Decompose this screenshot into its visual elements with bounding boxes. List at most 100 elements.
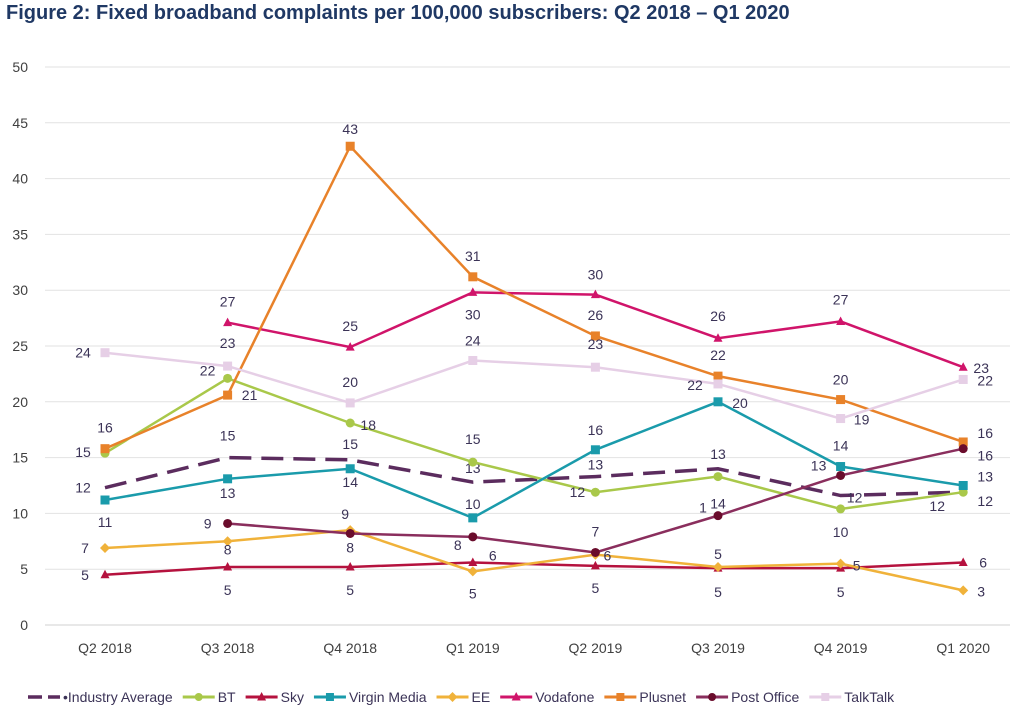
data-point: [836, 462, 846, 472]
data-point: [713, 379, 723, 389]
data-label: 12: [929, 498, 945, 514]
data-label: 1: [699, 500, 707, 516]
data-point: [468, 532, 478, 542]
legend-item: Vodafone: [500, 689, 595, 705]
data-point: [468, 287, 478, 296]
series-sky: 55 565 5 56: [81, 548, 987, 601]
data-point: [223, 317, 233, 327]
legend-label: Sky: [281, 689, 304, 705]
data-label: 8: [454, 537, 462, 553]
series-line: [104, 528, 964, 592]
data-label: 24: [465, 333, 481, 349]
legend-item: EE: [436, 689, 491, 705]
data-label: 20: [732, 395, 748, 411]
data-label: 13: [220, 485, 236, 501]
data-point: [468, 272, 478, 282]
legend-marker: [821, 693, 830, 701]
data-point: [468, 356, 478, 366]
y-tick-label: 35: [12, 226, 28, 242]
data-point: [100, 569, 110, 579]
data-label: 27: [833, 291, 849, 307]
data-point: [590, 331, 600, 341]
y-tick-label: 45: [12, 115, 28, 131]
data-label: 14: [710, 496, 726, 512]
data-label: 6: [604, 548, 612, 564]
legend: •Industry Average BT Sky Virgin Media EE Voda…: [28, 689, 895, 705]
data-point: [713, 472, 723, 482]
data-point: [223, 390, 233, 400]
legend-marker: [511, 692, 521, 701]
data-label: 16: [977, 448, 993, 464]
data-point: [223, 361, 233, 371]
legend-marker: [194, 693, 203, 701]
y-tick-label: 15: [12, 450, 28, 466]
series-line: [104, 376, 964, 511]
data-label: 8: [346, 539, 354, 555]
data-label: 23: [588, 336, 604, 352]
chart-title: Figure 2: Fixed broadband complaints per…: [6, 2, 790, 24]
data-label: 16: [97, 420, 113, 436]
data-point: [468, 513, 478, 523]
data-label: 5: [853, 558, 861, 574]
y-tick-label: 25: [12, 338, 28, 354]
data-point: [713, 511, 723, 521]
data-label: 12: [977, 493, 993, 509]
data-point: [467, 566, 478, 577]
data-label: 13: [811, 457, 827, 473]
legend-item: BT: [182, 689, 236, 705]
data-label: 20: [833, 372, 849, 388]
data-label: 14: [342, 474, 358, 490]
legend-label: Virgin Media: [349, 689, 427, 705]
data-label: 5: [81, 567, 89, 583]
data-point: [958, 557, 968, 567]
x-tick-label: Q4 2019: [814, 640, 868, 656]
data-label: 19: [854, 412, 870, 428]
y-tick-label: 10: [12, 505, 28, 521]
data-label: 23: [220, 335, 236, 351]
legend-marker: [325, 693, 334, 701]
data-point: [958, 444, 968, 454]
data-point: [836, 395, 846, 405]
data-label: 5: [224, 582, 232, 598]
legend-marker: [708, 693, 717, 701]
legend-item: Plusnet: [604, 689, 686, 705]
data-label: 22: [977, 372, 993, 388]
data-label: 10: [465, 496, 481, 512]
data-point: [958, 585, 969, 596]
series-talktalk: 24 23 20 24 23 22 19 22: [75, 333, 993, 428]
data-label: 30: [588, 267, 604, 283]
data-label: 5: [592, 580, 600, 596]
data-point: [713, 333, 723, 342]
data-label: 26: [588, 307, 604, 323]
x-tick-label: Q2 2018: [78, 640, 132, 656]
x-tick-label: Q4 2018: [323, 640, 377, 656]
data-point: [590, 560, 600, 570]
data-point: [468, 457, 478, 467]
series-line: [104, 400, 964, 520]
x-tick-label: Q3 2018: [201, 640, 255, 656]
data-point: [222, 536, 233, 547]
y-tick-label: 5: [20, 561, 28, 577]
legend-label: EE: [472, 689, 491, 705]
data-label: 24: [75, 345, 91, 361]
data-point: [836, 316, 846, 325]
series-virgin-media: 11 13 14 10 16 20 14 13: [98, 395, 993, 530]
legend-item: TalkTalk: [809, 689, 895, 705]
data-label: 5: [837, 584, 845, 600]
data-point: [835, 558, 846, 569]
data-point: [345, 561, 355, 571]
data-point: [345, 528, 355, 538]
data-point: [100, 495, 110, 505]
data-label: 9: [341, 506, 349, 522]
data-label: 22: [687, 377, 703, 393]
data-label: 3: [977, 583, 985, 599]
legend-label: TalkTalk: [844, 689, 895, 705]
data-label: 5: [346, 582, 354, 598]
data-label: 20: [342, 374, 358, 390]
legend-item: Post Office: [696, 689, 800, 705]
x-tick-label: Q1 2019: [446, 640, 500, 656]
data-point: [590, 289, 600, 299]
data-label: 13: [977, 469, 993, 485]
data-label: 7: [81, 540, 89, 556]
